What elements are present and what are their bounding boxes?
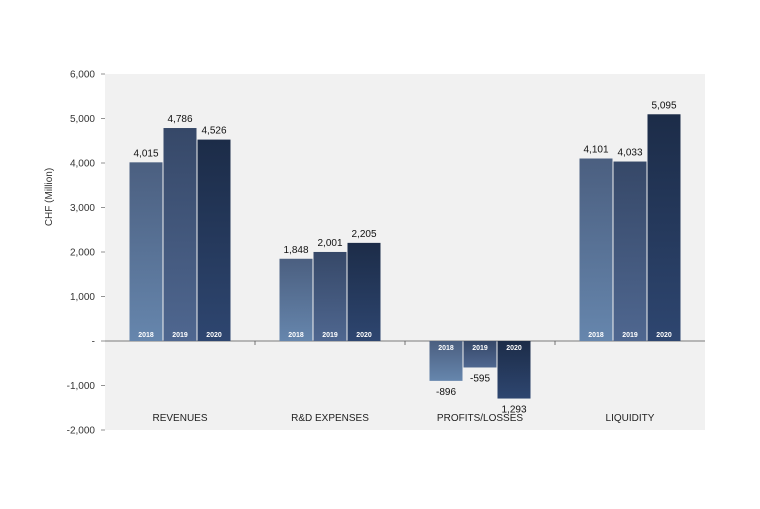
- y-tick-label: -: [92, 337, 95, 348]
- bar-year-label: 2018: [288, 332, 304, 339]
- bar-value-label: 4,786: [167, 114, 192, 125]
- bar-value-label: 1,848: [283, 245, 308, 256]
- bar-value-label: -896: [436, 387, 456, 398]
- bar-year-label: 2018: [438, 345, 454, 352]
- bar-value-label: 2,205: [351, 229, 376, 240]
- bar-year-label: 2020: [206, 332, 222, 339]
- bar-year-label: 2019: [472, 345, 488, 352]
- bar-year-label: 2020: [656, 332, 672, 339]
- bar: [463, 341, 497, 368]
- bar: [347, 242, 381, 341]
- bar-year-label: 2018: [138, 332, 154, 339]
- bar: [163, 128, 197, 341]
- y-tick-label: 4,000: [70, 159, 95, 170]
- bar-year-label: 2019: [322, 332, 338, 339]
- bar: [647, 114, 681, 342]
- bar-value-label: 4,033: [617, 148, 642, 159]
- bar-value-label: 2,001: [317, 238, 342, 249]
- category-label: REVENUES: [152, 413, 207, 424]
- bar-value-label: 1,293: [501, 405, 526, 416]
- bar-value-label: 4,526: [201, 126, 226, 137]
- bar-value-label: 5,095: [651, 100, 676, 111]
- bar-value-label: -595: [470, 373, 490, 384]
- bar-year-label: 2019: [622, 332, 638, 339]
- bar: [613, 161, 647, 341]
- bar: [579, 158, 613, 341]
- category-label: LIQUIDITY: [606, 413, 655, 424]
- y-axis-label: CHF (Million): [44, 168, 55, 226]
- y-tick-label: 3,000: [70, 203, 95, 214]
- y-tick-label: 5,000: [70, 114, 95, 125]
- bar: [197, 139, 231, 341]
- bar-value-label: 4,015: [133, 148, 158, 159]
- bar-year-label: 2018: [588, 332, 604, 339]
- bar-year-label: 2020: [356, 332, 372, 339]
- y-tick-label: 1,000: [70, 292, 95, 303]
- bar-year-label: 2019: [172, 332, 188, 339]
- bar-value-label: 4,101: [583, 145, 608, 156]
- y-tick-label: 6,000: [70, 70, 95, 81]
- bar: [429, 341, 463, 381]
- bar: [313, 251, 347, 341]
- category-label: PROFITS/LOSSES: [437, 413, 523, 424]
- y-tick-label: -2,000: [67, 426, 96, 437]
- bar: [279, 258, 313, 341]
- y-tick-label: -1,000: [67, 381, 96, 392]
- bar: [497, 341, 531, 399]
- bar: [129, 162, 163, 341]
- bar-year-label: 2020: [506, 345, 522, 352]
- category-label: R&D EXPENSES: [291, 413, 369, 424]
- y-tick-label: 2,000: [70, 248, 95, 259]
